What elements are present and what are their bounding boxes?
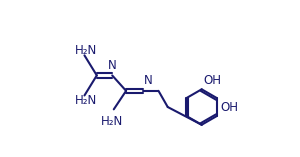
Text: H₂N: H₂N xyxy=(74,44,97,57)
Text: N: N xyxy=(108,59,117,72)
Text: OH: OH xyxy=(203,74,221,87)
Text: H₂N: H₂N xyxy=(101,115,123,128)
Text: N: N xyxy=(143,74,152,87)
Text: H₂N: H₂N xyxy=(74,94,97,107)
Text: OH: OH xyxy=(220,100,238,114)
